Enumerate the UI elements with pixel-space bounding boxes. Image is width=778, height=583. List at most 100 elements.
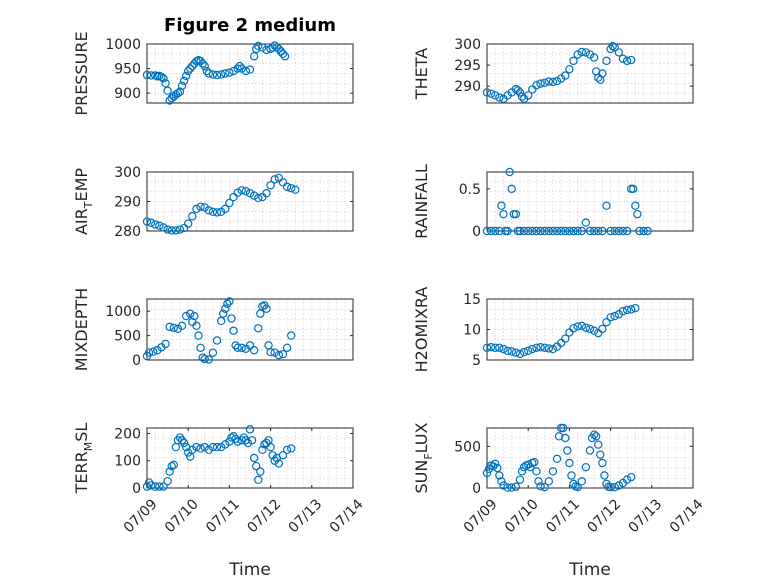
data-point (282, 445, 292, 455)
data-point (495, 226, 504, 236)
data-point (511, 209, 521, 219)
data-point (181, 71, 191, 81)
data-point (482, 226, 492, 236)
data-point (536, 226, 545, 236)
data-point (233, 343, 242, 352)
y-axis-label-subscript: F (422, 453, 435, 459)
data-point (589, 326, 599, 335)
subplot-3: 280 290 300 AIRTEMP (72, 165, 354, 240)
data-point (600, 471, 609, 480)
data-point (598, 226, 607, 236)
data-point (258, 445, 267, 455)
data-point (274, 44, 284, 54)
data-point (262, 189, 271, 198)
data-series (142, 173, 300, 235)
data-point (618, 54, 628, 63)
data-point (291, 185, 300, 194)
data-point (146, 218, 156, 227)
y-tick-label: 15 (463, 292, 481, 308)
data-point (167, 226, 176, 235)
data-point (515, 226, 525, 236)
data-point (249, 453, 259, 463)
data-point (507, 483, 516, 492)
data-point (491, 459, 500, 469)
data-point (204, 355, 213, 364)
data-point (229, 66, 238, 76)
data-point (179, 223, 189, 233)
data-point (598, 458, 607, 468)
data-point (249, 346, 259, 355)
data-point (524, 226, 533, 236)
data-point (186, 64, 195, 73)
y-tick-label: 100 (114, 454, 141, 470)
data-point (196, 202, 205, 212)
data-point (577, 47, 586, 57)
data-point (258, 43, 267, 52)
x-tick-label: 07/13 (626, 496, 666, 536)
plot-area (147, 172, 353, 231)
data-point (287, 444, 296, 453)
y-axis-label: RAINFALL (412, 164, 431, 239)
data-point (511, 348, 521, 357)
data-point (639, 226, 648, 236)
data-point (163, 225, 172, 234)
data-point (221, 304, 230, 313)
axes-box (486, 427, 694, 489)
data-point (540, 226, 549, 236)
y-axis-label-main: MIXDEPTH (72, 288, 91, 371)
y-axis-label: TERRMSL (72, 423, 95, 495)
y-tick-label: 1000 (105, 304, 141, 320)
data-point (589, 430, 599, 439)
data-point (569, 56, 578, 66)
data-point (233, 188, 242, 197)
data-series (482, 303, 640, 359)
y-axis-label-main: H2OMIXRA (412, 287, 431, 373)
data-point (173, 88, 183, 98)
data-point (548, 467, 558, 476)
data-point (190, 311, 199, 321)
data-point (183, 448, 193, 457)
data-point (256, 467, 265, 476)
data-point (159, 74, 168, 83)
x-tick-label: 07/11 (543, 496, 583, 536)
data-point (622, 475, 632, 484)
data-point (278, 451, 288, 460)
data-point (532, 343, 541, 352)
data-point (589, 226, 599, 236)
data-point (519, 347, 529, 357)
data-point (598, 324, 607, 334)
data-series (142, 41, 290, 105)
data-point (262, 304, 271, 313)
data-point (188, 212, 197, 221)
data-point (548, 226, 558, 236)
data-point (142, 482, 152, 491)
data-point (278, 178, 288, 187)
data-point (629, 184, 638, 194)
data-point (216, 442, 226, 452)
data-point (561, 226, 570, 236)
data-point (216, 316, 226, 326)
y-axis-label-subscript: T (82, 201, 95, 209)
data-point (534, 477, 543, 486)
y-tick-label: 0 (472, 224, 481, 240)
data-point (208, 207, 218, 217)
data-point (169, 323, 178, 332)
data-point (148, 347, 158, 356)
data-series (142, 297, 296, 364)
data-series (482, 423, 636, 492)
data-point (544, 477, 554, 486)
y-axis-label: PRESSURE (72, 31, 91, 115)
data-point (227, 314, 236, 323)
data-point (561, 433, 570, 443)
data-point (157, 72, 166, 82)
data-point (254, 324, 263, 333)
y-tick-label: 0 (132, 481, 141, 497)
data-point (552, 226, 562, 236)
data-point (517, 92, 527, 101)
data-point (515, 475, 525, 484)
y-axis-label: AIRTEMP (72, 168, 95, 235)
y-axis-label-main: PRESSURE (72, 31, 91, 115)
data-point (274, 173, 284, 183)
data-point (225, 198, 234, 208)
y-tick-label: 280 (114, 224, 141, 240)
